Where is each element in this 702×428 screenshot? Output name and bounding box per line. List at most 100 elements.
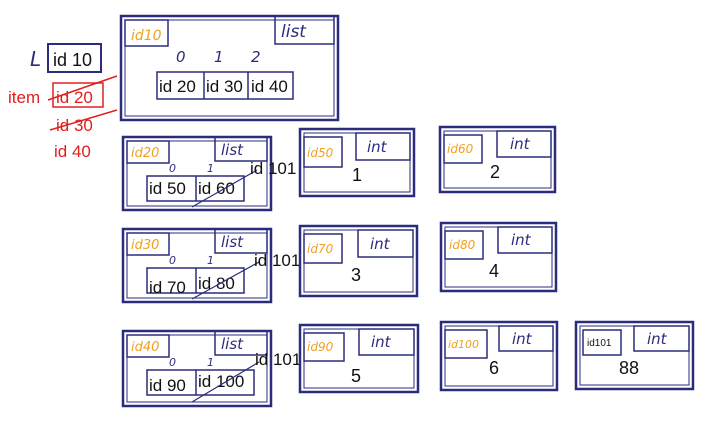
- outer-list-item-2: id 40: [251, 77, 288, 96]
- inner-list-index-1: 1: [207, 356, 214, 369]
- int-id: id100: [448, 338, 479, 351]
- strike-line: [191, 261, 260, 300]
- int-object: id70 int 3: [298, 224, 419, 298]
- int-type-box: [357, 229, 414, 258]
- inner-list-object: id40 list 0 1 id 90 id 100 id 101: [121, 329, 301, 408]
- inner-list-frame: [121, 135, 273, 212]
- inner-list-type: list: [221, 233, 244, 251]
- int-type-box: [633, 325, 690, 352]
- outer-list-type: list: [281, 22, 307, 42]
- strike-ref-1: [47, 75, 118, 101]
- inner-list-id: id40: [131, 340, 159, 355]
- int-object: id60 int 2: [438, 125, 557, 194]
- inner-list-id-box: [126, 334, 170, 358]
- outer-list-index-0: 0: [176, 48, 186, 66]
- inner-list-item-1: id 80: [198, 274, 235, 293]
- outer-list-id: id10: [131, 28, 162, 44]
- inner-list-item-1: id 60: [198, 179, 235, 198]
- inner-list-index-0: 0: [169, 356, 176, 369]
- outer-list-item-0: id 20: [159, 77, 196, 96]
- inner-list-id: id30: [131, 238, 159, 253]
- inner-list-item-0: id 50: [149, 179, 186, 198]
- inner-list-type-box: [214, 136, 268, 162]
- inner-list-slots: [146, 369, 255, 396]
- outer-list-slots: [156, 71, 294, 100]
- int-value: 3: [351, 265, 361, 285]
- inner-list-index-1: 1: [207, 254, 214, 267]
- outer-list-frame-inner: [124, 19, 335, 117]
- inner-list-type: list: [221, 335, 244, 353]
- int-type: int: [370, 235, 391, 253]
- new-ref-label: id 101: [255, 350, 301, 369]
- int-frame: [439, 320, 559, 392]
- int-type: int: [647, 330, 668, 348]
- int-object: id80 int 4: [439, 221, 558, 293]
- inner-list-type-box: [214, 330, 268, 356]
- strike-line: [191, 169, 258, 208]
- int-type-box: [358, 328, 415, 356]
- int-object: id101 int 88: [574, 320, 695, 391]
- outer-list-object: id10 list 0 1 2 id 20 id 30 id 40: [119, 14, 340, 122]
- new-ref-label: id 101: [250, 159, 296, 178]
- inner-list-item-1: id 100: [198, 372, 244, 391]
- outer-list-type-box: [274, 15, 335, 45]
- inner-list-item-0: id 90: [149, 376, 186, 395]
- inner-list-index-1: 1: [207, 162, 214, 175]
- inner-list-type: list: [221, 141, 244, 159]
- outer-list-frame: [119, 14, 340, 122]
- outer-list-id-box: [124, 19, 169, 47]
- inner-list-id-box: [126, 140, 170, 164]
- inner-list-id: id20: [131, 146, 159, 161]
- int-type: int: [371, 333, 392, 351]
- int-type: int: [367, 138, 388, 156]
- int-id-box: [444, 329, 488, 359]
- int-type: int: [510, 135, 531, 153]
- loop-ref-3: id 40: [54, 142, 91, 161]
- inner-list-object: id30 list 0 1 id 70 id 80 id 101: [121, 227, 300, 304]
- variable-name: L: [30, 47, 41, 71]
- inner-list-object: id20 list 0 1 id 50 id 60 id 101: [121, 135, 296, 212]
- int-id: id60: [447, 142, 474, 156]
- int-type: int: [512, 330, 533, 348]
- inner-list-frame-inner: [126, 232, 268, 299]
- strike-ref-2: [49, 109, 118, 131]
- inner-list-type-box: [214, 228, 268, 254]
- loop-variable-box: [52, 82, 104, 108]
- variable-L: L id 10: [30, 43, 102, 73]
- int-frame: [298, 224, 419, 298]
- int-id-box: [443, 134, 483, 164]
- int-frame: [574, 320, 695, 391]
- int-value: 5: [351, 366, 361, 386]
- inner-list-frame-inner: [126, 334, 268, 403]
- int-id-box: [444, 230, 484, 260]
- int-object: id50 int 1: [298, 127, 416, 198]
- new-ref-label: id 101: [254, 251, 300, 270]
- inner-list-id-box: [126, 232, 170, 256]
- inner-list-item-0: id 70: [149, 278, 186, 297]
- loop-ref-2: id 30: [56, 116, 93, 135]
- outer-list-item-1: id 30: [206, 77, 243, 96]
- int-frame: [439, 221, 558, 293]
- int-object: id100 int 6: [439, 320, 559, 392]
- int-type-box: [498, 325, 554, 352]
- strike-line: [191, 361, 260, 403]
- int-id-box: [303, 233, 343, 264]
- int-id: id70: [307, 242, 334, 256]
- outer-list-index-1: 1: [214, 48, 224, 66]
- int-type-box: [355, 132, 411, 161]
- int-type-box: [496, 130, 552, 158]
- int-id: id101: [587, 338, 612, 349]
- int-frame: [298, 323, 420, 394]
- inner-list-frame: [121, 227, 273, 304]
- int-id: id50: [307, 146, 334, 160]
- inner-list-index-0: 0: [169, 162, 176, 175]
- int-frame: [298, 127, 416, 198]
- int-id-box: [582, 329, 622, 356]
- int-id: id80: [449, 238, 476, 252]
- int-id: id90: [307, 340, 334, 354]
- int-value: 1: [352, 165, 362, 185]
- outer-list-index-2: 2: [251, 48, 261, 66]
- loop-ref-1: id 20: [56, 88, 93, 107]
- inner-list-frame-inner: [126, 140, 268, 207]
- loop-variable-item: item id 20 id 30 id 40: [8, 75, 118, 161]
